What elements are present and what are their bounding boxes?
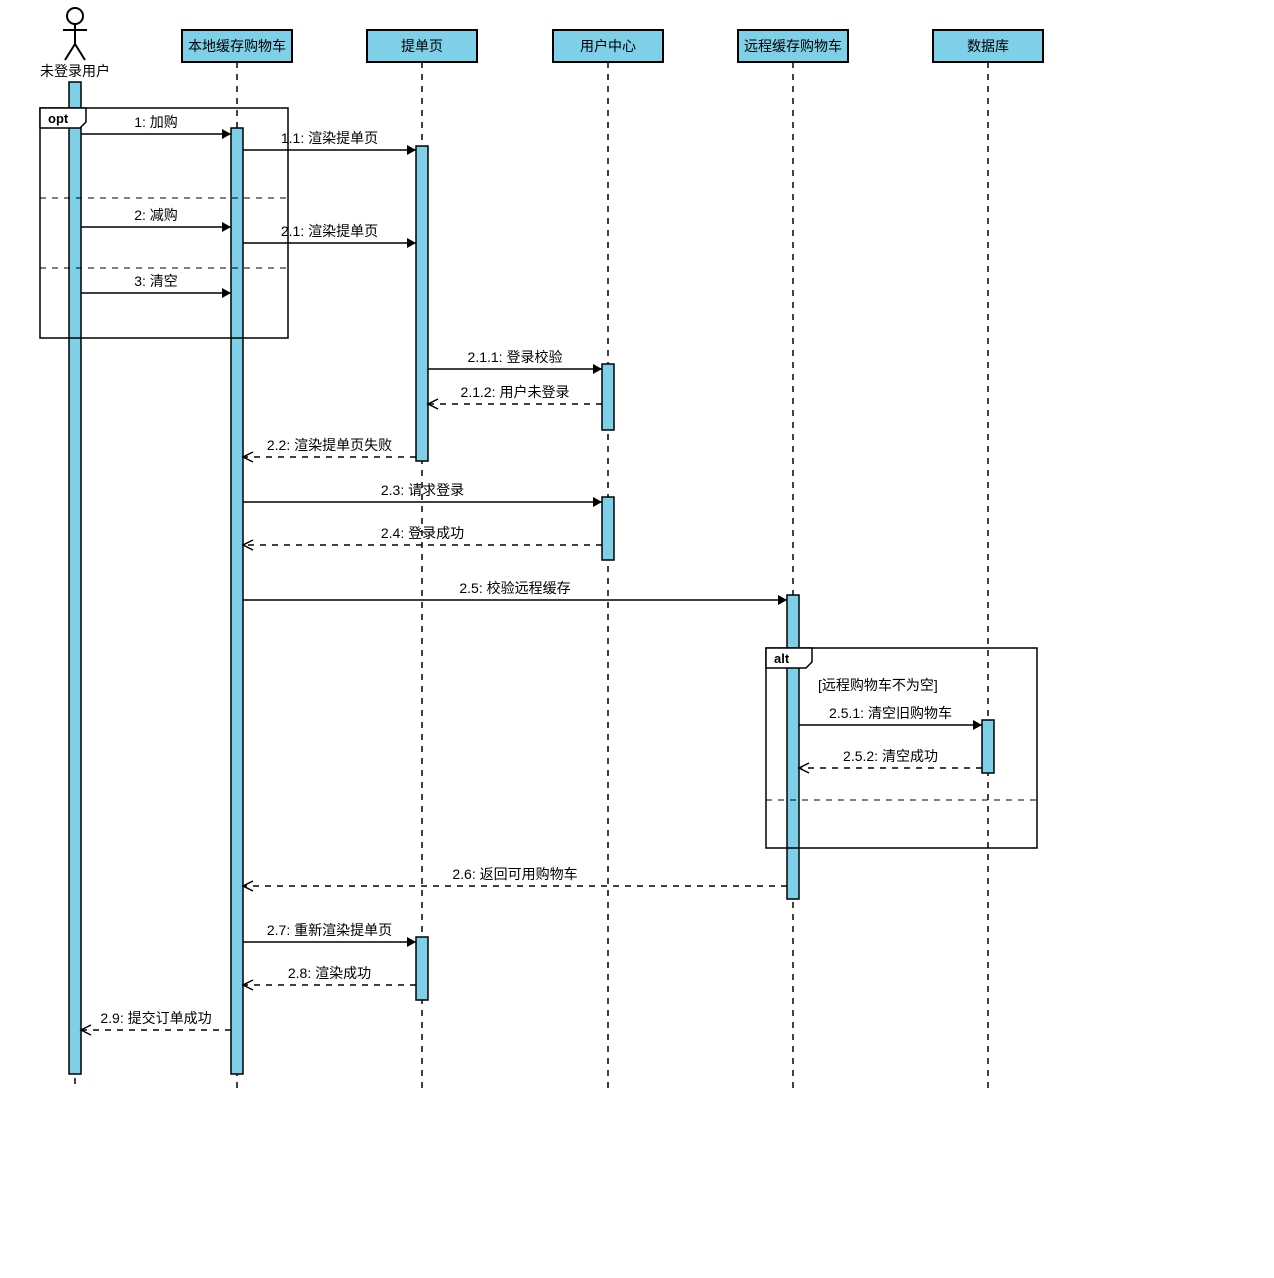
- message-label: 1.1: 渲染提单页: [281, 130, 378, 146]
- activation-db_1: [982, 720, 994, 773]
- activation-remote_1: [787, 595, 799, 899]
- participant-db: 数据库: [933, 30, 1043, 62]
- actor-label: 未登录用户: [40, 63, 110, 79]
- message-m23: 2.3: 请求登录: [243, 482, 602, 507]
- message-m1: 1: 加购: [81, 114, 231, 139]
- activation-order_1: [416, 146, 428, 461]
- message-label: 2.5.1: 清空旧购物车: [829, 705, 952, 721]
- frame-condition: [远程购物车不为空]: [818, 677, 938, 693]
- message-label: 2.7: 重新渲染提单页: [267, 922, 392, 938]
- message-m2: 2: 减购: [81, 207, 231, 232]
- message-m28: 2.8: 渲染成功: [243, 965, 416, 990]
- participant-user: 用户中心: [553, 30, 663, 62]
- sequence-diagram: 未登录用户 本地缓存购物车 提单页 用户中心 远程缓存购物车 数据库 opt alt [远程购…: [0, 0, 1274, 1278]
- participant-order: 提单页: [367, 30, 477, 62]
- message-label: 2.4: 登录成功: [381, 525, 464, 541]
- message-m252: 2.5.2: 清空成功: [799, 748, 982, 773]
- message-m22: 2.2: 渲染提单页失败: [243, 437, 416, 462]
- frame-tag: alt: [774, 651, 790, 666]
- message-m251: 2.5.1: 清空旧购物车: [799, 705, 982, 730]
- actor-icon: 未登录用户: [40, 8, 110, 79]
- participant-label: 数据库: [967, 38, 1009, 54]
- message-m3: 3: 清空: [81, 273, 231, 298]
- participant-label: 提单页: [401, 38, 443, 54]
- participant-remote: 远程缓存购物车: [738, 30, 848, 62]
- activation-local_main: [231, 128, 243, 1074]
- message-m25: 2.5: 校验远程缓存: [243, 580, 787, 605]
- message-label: 2.9: 提交订单成功: [100, 1010, 211, 1026]
- participant-label: 用户中心: [580, 38, 636, 54]
- message-label: 2.6: 返回可用购物车: [452, 866, 577, 882]
- participant-label: 本地缓存购物车: [188, 38, 286, 54]
- message-label: 2.5: 校验远程缓存: [459, 580, 570, 596]
- message-label: 1: 加购: [134, 114, 178, 130]
- message-m11: 1.1: 渲染提单页: [243, 130, 416, 155]
- activation-actor_main: [69, 82, 81, 1074]
- activation-user_1: [602, 364, 614, 430]
- message-m21: 2.1: 渲染提单页: [243, 223, 416, 248]
- message-label: 2.2: 渲染提单页失败: [267, 437, 392, 453]
- message-m212: 2.1.2: 用户未登录: [428, 384, 602, 409]
- message-m29: 2.9: 提交订单成功: [81, 1010, 231, 1035]
- message-label: 3: 清空: [134, 273, 178, 289]
- activation-user_2: [602, 497, 614, 560]
- activation-order_2: [416, 937, 428, 1000]
- message-label: 2.8: 渲染成功: [288, 965, 371, 981]
- message-m27: 2.7: 重新渲染提单页: [243, 922, 416, 947]
- message-label: 2.1.2: 用户未登录: [461, 384, 570, 400]
- frame-tag: opt: [48, 111, 69, 126]
- message-label: 2.1: 渲染提单页: [281, 223, 378, 239]
- message-m211: 2.1.1: 登录校验: [428, 349, 602, 374]
- participant-label: 远程缓存购物车: [744, 38, 842, 54]
- participant-local: 本地缓存购物车: [182, 30, 292, 62]
- message-label: 2.5.2: 清空成功: [843, 748, 938, 764]
- message-label: 2.3: 请求登录: [381, 482, 464, 498]
- message-label: 2.1.1: 登录校验: [468, 349, 563, 365]
- message-m26: 2.6: 返回可用购物车: [243, 866, 787, 891]
- message-label: 2: 减购: [134, 207, 178, 223]
